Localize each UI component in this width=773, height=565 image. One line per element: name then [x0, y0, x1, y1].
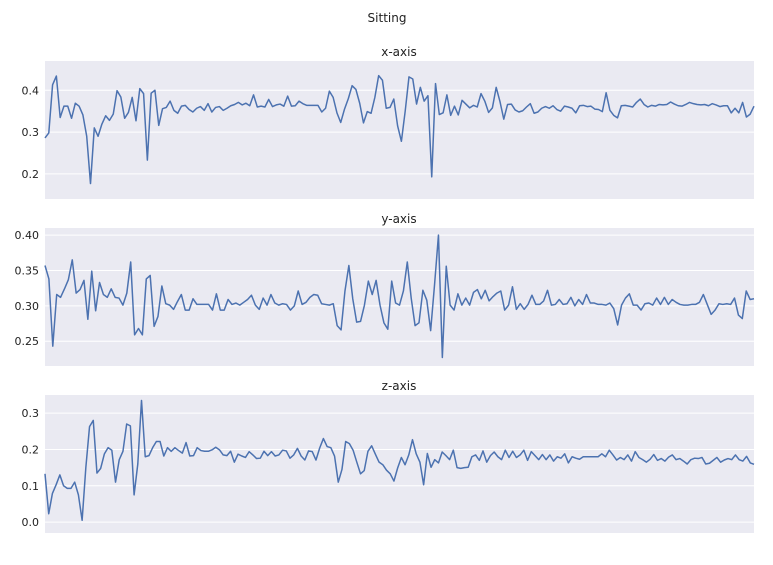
series-line	[44, 234, 755, 359]
y-tick-labels: 0.0 0.1 0.2 0.3	[22, 407, 40, 529]
y-tick-label: 0.0	[22, 516, 40, 529]
plot-area	[45, 228, 754, 366]
subplot-title: z-axis	[382, 379, 417, 393]
y-tick-label: 0.1	[22, 480, 40, 493]
series-layer	[44, 234, 755, 359]
subplot-y-axis: y-axis 0.25 0.30 0.35 0.40	[15, 212, 755, 366]
y-tick-label: 0.3	[22, 407, 40, 420]
series-layer	[44, 399, 755, 522]
figure-suptitle: Sitting	[368, 11, 407, 25]
y-tick-label: 0.25	[15, 335, 40, 348]
y-tick-label: 0.4	[22, 84, 40, 97]
series-layer	[44, 74, 755, 185]
plot-area	[45, 61, 754, 199]
y-tick-label: 0.30	[15, 300, 40, 313]
y-tick-labels: 0.25 0.30 0.35 0.40	[15, 229, 40, 348]
gridlines	[45, 412, 754, 523]
series-line	[44, 74, 755, 185]
subplot-x-axis: x-axis 0.2 0.3 0.4	[22, 45, 755, 199]
y-tick-label: 0.2	[22, 168, 40, 181]
series-line	[44, 399, 755, 522]
y-tick-label: 0.3	[22, 126, 40, 139]
subplot-title: x-axis	[381, 45, 416, 59]
y-tick-label: 0.40	[15, 229, 40, 242]
y-tick-label: 0.2	[22, 443, 40, 456]
y-tick-label: 0.35	[15, 264, 40, 277]
subplot-title: y-axis	[381, 212, 416, 226]
y-tick-labels: 0.2 0.3 0.4	[22, 84, 40, 181]
subplot-z-axis: z-axis 0.0 0.1 0.2 0.3	[22, 379, 755, 533]
